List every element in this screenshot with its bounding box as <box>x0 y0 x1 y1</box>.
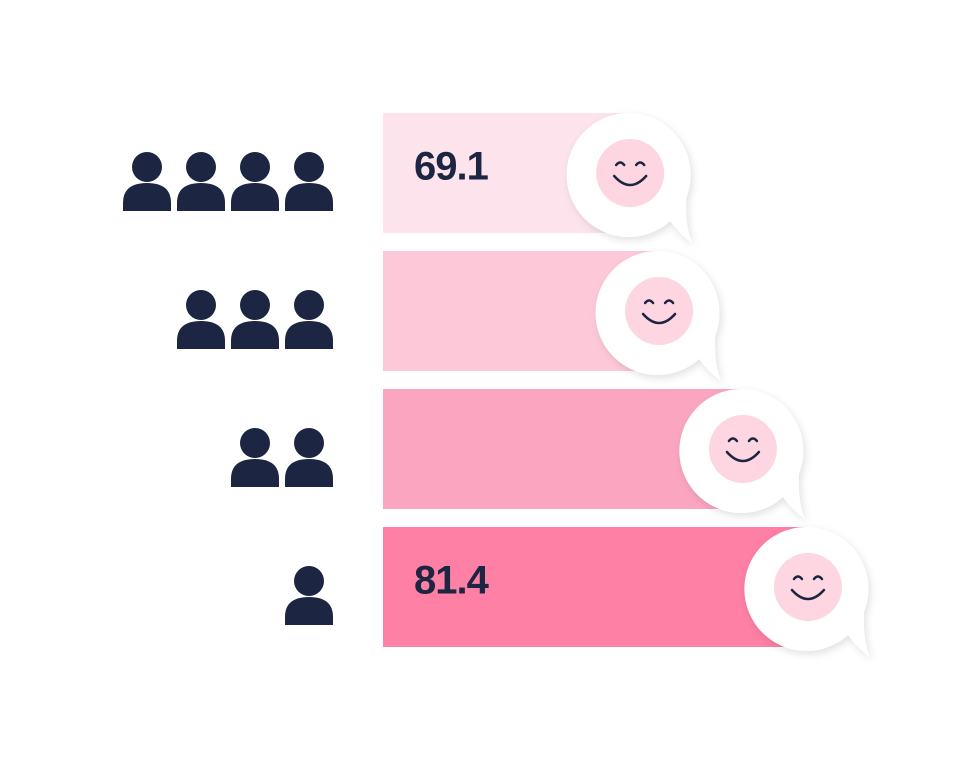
person-head <box>132 152 162 182</box>
value-label: 81.4 <box>414 559 490 603</box>
person-body <box>231 459 279 487</box>
person-head <box>240 428 270 458</box>
person-body <box>285 597 333 625</box>
person-body <box>285 321 333 349</box>
person-body <box>177 183 225 211</box>
person-head <box>294 152 324 182</box>
person-body <box>177 321 225 349</box>
people-icons <box>285 566 333 625</box>
people-icons <box>177 290 333 349</box>
person-body <box>231 183 279 211</box>
person-body <box>285 183 333 211</box>
person-head <box>294 566 324 596</box>
person-head <box>294 290 324 320</box>
smile <box>790 575 826 601</box>
face <box>596 139 665 207</box>
person-head <box>186 152 216 182</box>
person-head <box>240 152 270 182</box>
face <box>625 277 694 345</box>
people-icons <box>123 152 333 211</box>
person-head <box>186 290 216 320</box>
people-icons <box>231 428 333 487</box>
smile <box>725 437 761 463</box>
bar <box>383 527 808 647</box>
person-body <box>123 183 171 211</box>
smile <box>641 299 677 325</box>
face <box>708 415 777 483</box>
person-head <box>240 290 270 320</box>
person-head <box>294 428 324 458</box>
person-body <box>231 321 279 349</box>
value-label: 69.1 <box>414 145 489 189</box>
person-body <box>285 459 333 487</box>
face <box>773 553 842 621</box>
smile <box>612 161 648 187</box>
